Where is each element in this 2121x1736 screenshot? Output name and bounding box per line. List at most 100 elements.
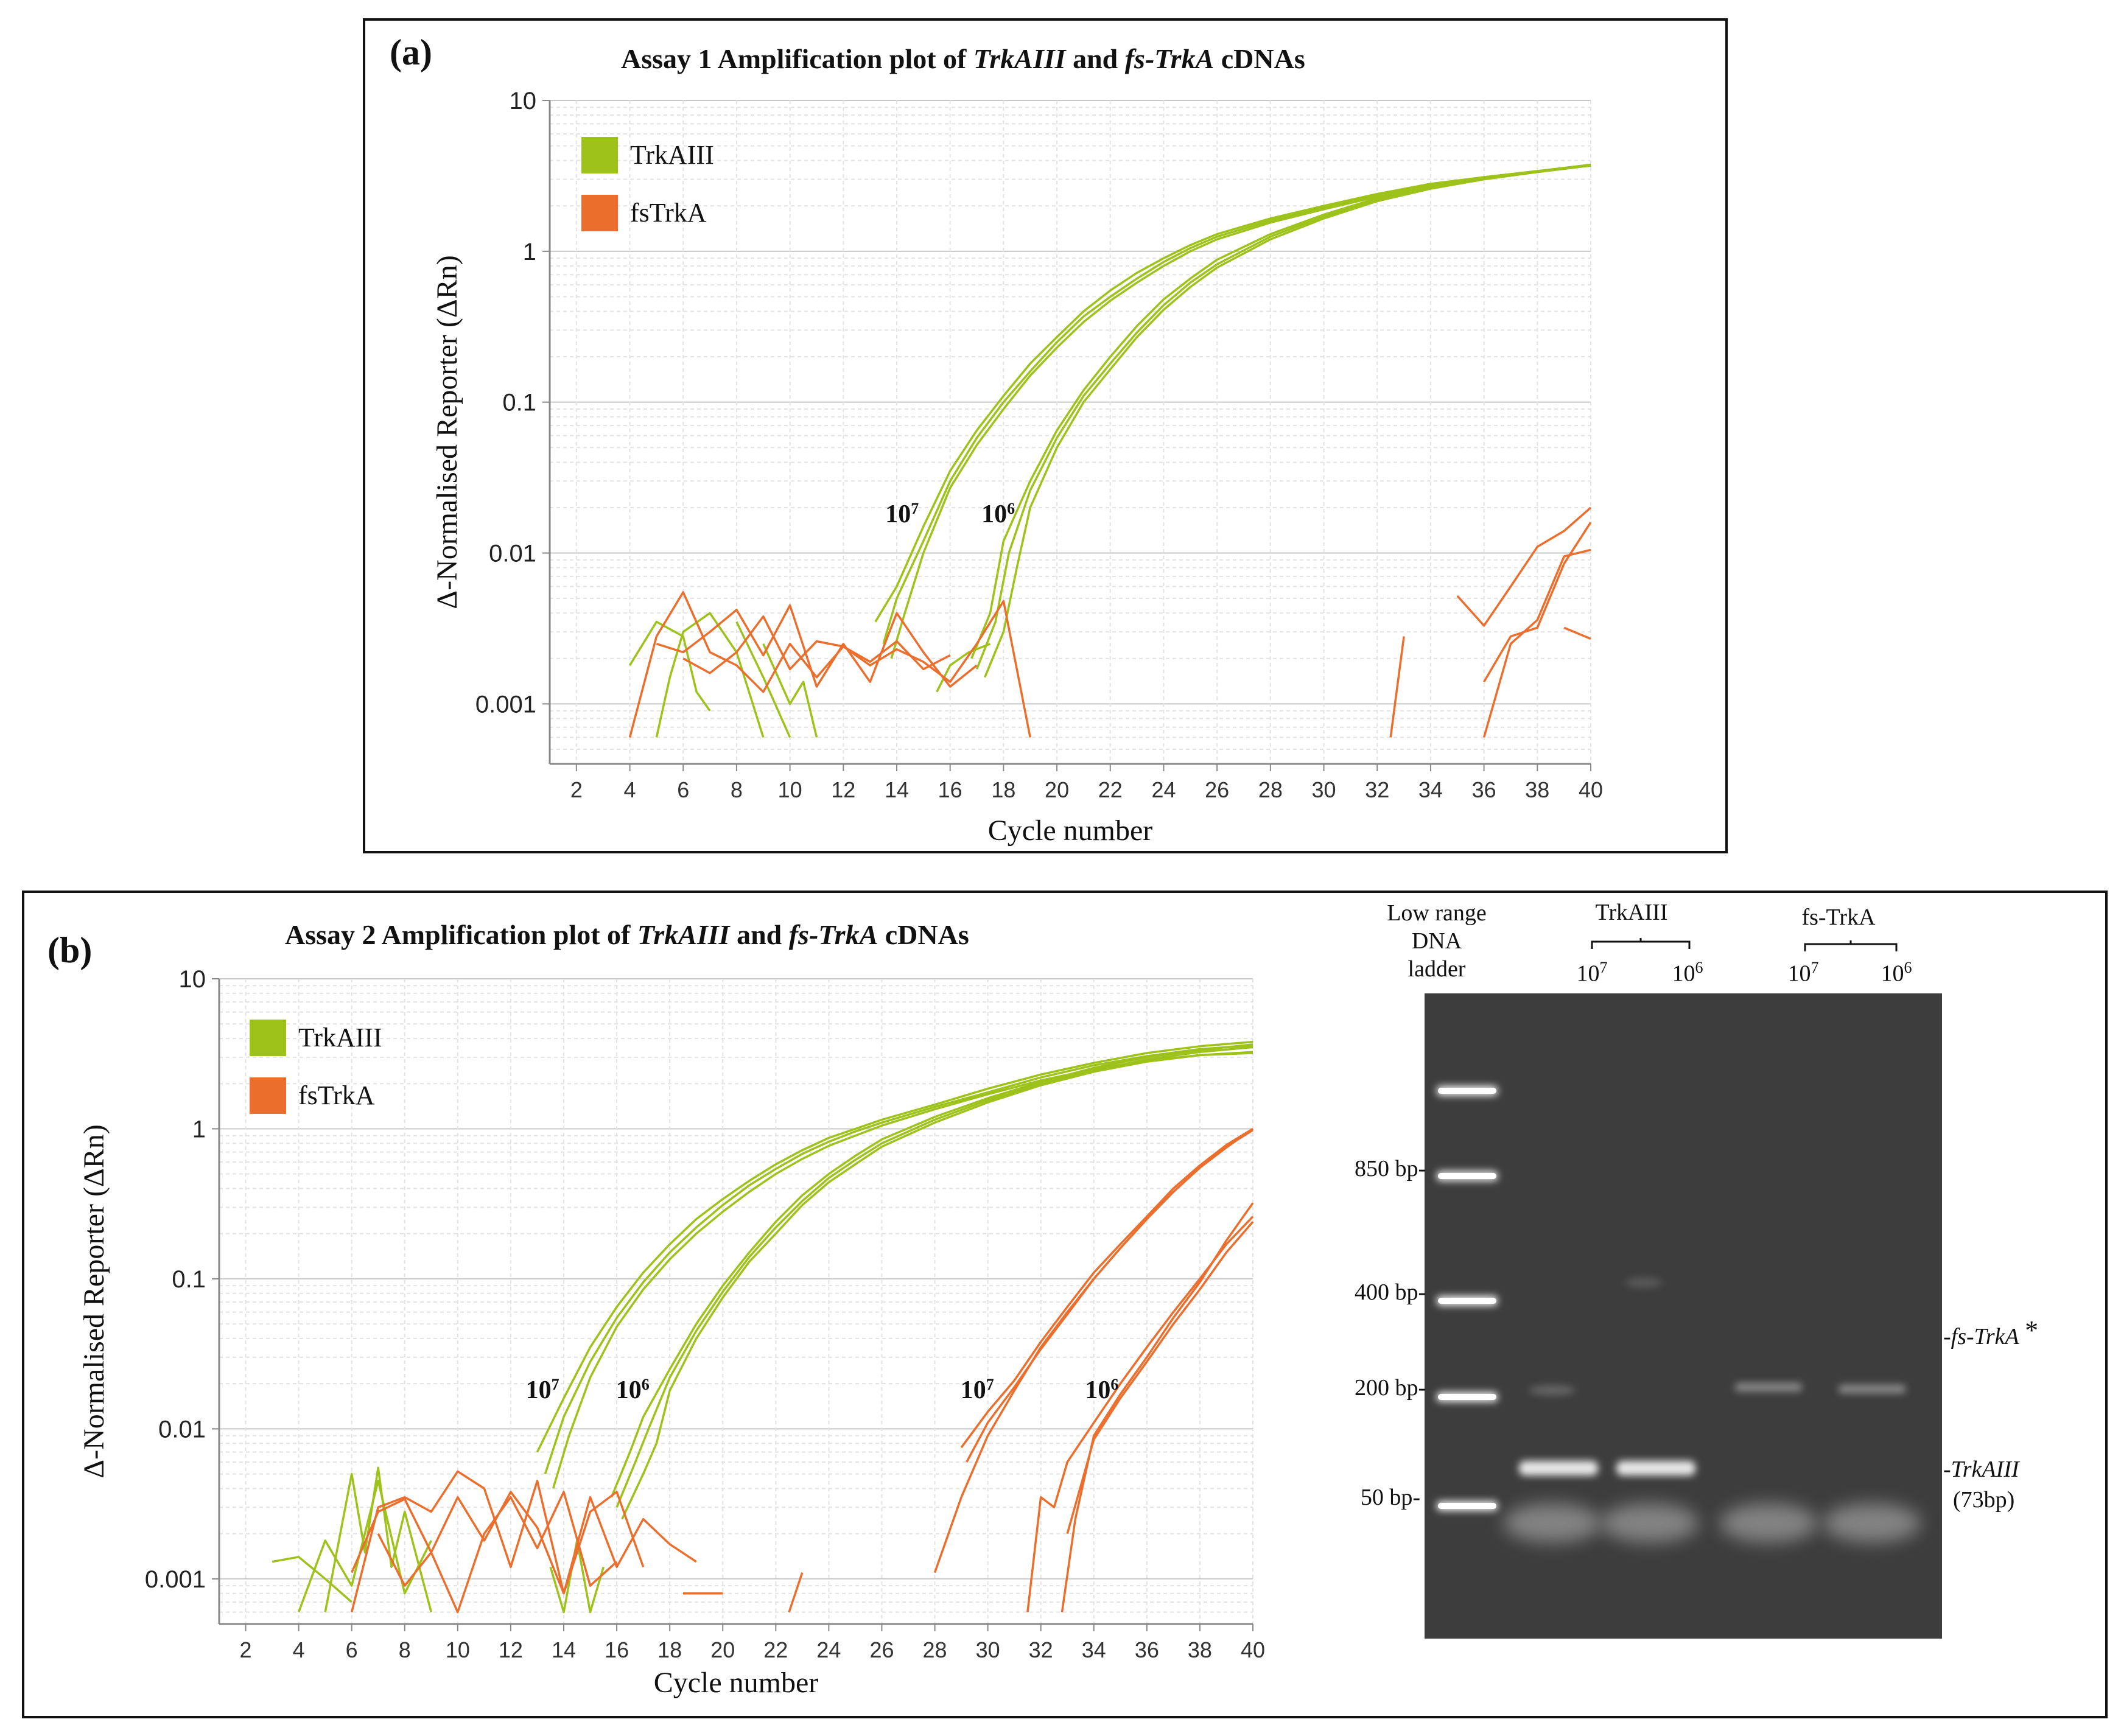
bracket-trkaiii: [1591, 938, 1691, 949]
series-line: [536, 1040, 1253, 1453]
panel-b-label: (b): [47, 930, 93, 970]
x-tick-label: 26: [869, 1637, 894, 1662]
x-tick-label: 6: [346, 1637, 358, 1662]
chart-b-title-mid: and: [729, 919, 789, 950]
y-axis-label: Δ-Normalised Reporter (ΔRn): [431, 255, 463, 609]
x-tick-label: 16: [605, 1637, 629, 1662]
chart-a-title-suffix: cDNAs: [1214, 43, 1305, 74]
x-tick-label: 16: [938, 777, 962, 802]
band-label-trkaiii-dash: -: [1943, 1457, 1951, 1482]
x-tick-label: 20: [1045, 777, 1069, 802]
x-tick-label: 8: [399, 1637, 411, 1662]
chart-b-grid: [219, 978, 1253, 1625]
series-line: [1563, 626, 1591, 640]
series-line: [552, 1052, 1253, 1489]
x-tick-label: 10: [446, 1637, 470, 1662]
x-tick-label: 36: [1135, 1637, 1159, 1662]
x-tick-label: 12: [499, 1637, 523, 1662]
y-tick-label: 0.01: [158, 1416, 206, 1443]
series-line: [324, 1466, 432, 1612]
band-label-fs-trka: -fs-TrkA *: [1943, 1315, 2038, 1351]
panel-a-label: (a): [390, 32, 432, 72]
y-tick-label: 0.001: [145, 1566, 206, 1593]
band-label-fs-trka-name: fs-TrkA: [1951, 1324, 2019, 1349]
band-label-trkaiii: -TrkAIII: [1943, 1456, 2019, 1483]
y-tick-label: 1: [523, 239, 536, 265]
gel-figure: Low range DNA ladder TrkAIII fs-TrkA 107…: [1355, 893, 2106, 1715]
ladder-band-200-core: [1438, 1394, 1496, 1400]
series-line: [966, 1129, 1253, 1463]
x-tick-label: 20: [710, 1637, 735, 1662]
lane-label-4-base: 10: [1881, 961, 1904, 987]
y-tick-label: 0.01: [489, 541, 536, 567]
legend-swatch: [250, 1077, 286, 1114]
chart-a-grid: [550, 100, 1591, 765]
chart-a-title: Assay 1 Amplification plot of TrkAIII an…: [621, 43, 1305, 75]
series-line: [615, 1046, 1253, 1508]
y-tick-label: 0.1: [502, 390, 536, 416]
chart-b-title-gene2: fs-TrkA: [788, 919, 878, 950]
series-line: [377, 1491, 618, 1614]
series-line: [656, 604, 978, 688]
ladder-band-400-core: [1438, 1298, 1496, 1304]
series-line: [1060, 1202, 1254, 1612]
curve-annotation: 106: [981, 500, 1015, 528]
group-label-trkaiii: TrkAIII: [1595, 900, 1668, 925]
group-label-fs-trka: fs-TrkA: [1801, 905, 1876, 930]
legend-swatch: [581, 195, 618, 231]
series-line: [975, 164, 1591, 670]
x-tick-label: 28: [923, 1637, 947, 1662]
x-tick-label: 14: [552, 1637, 576, 1662]
curve-annotation: 106: [1085, 1376, 1118, 1404]
x-tick-label: 30: [1312, 777, 1336, 802]
legend-swatch: [581, 137, 618, 173]
ladder-marker-850: 850 bp-: [1355, 1156, 1426, 1181]
chart-a-title-prefix: Assay 1 Amplification plot of: [621, 43, 973, 74]
series-line: [970, 163, 1591, 659]
lane-label-4-exp: 6: [1904, 959, 1912, 976]
series-line: [297, 1480, 432, 1613]
lane-label-4: 106: [1872, 959, 1921, 987]
ladder-title: Low range DNA ladder: [1364, 899, 1510, 983]
primer-dimer-glow-1: [1504, 1503, 1601, 1542]
curve-annotation: 107: [526, 1376, 559, 1404]
primer-dimer-glow-4: [1823, 1503, 1921, 1542]
faint-band: [1625, 1278, 1662, 1287]
legend-label: TrkAIII: [630, 140, 714, 170]
x-axis-label: Cycle number: [654, 1667, 819, 1699]
y-tick-label: 10: [510, 88, 537, 114]
band-label-fs-trka-star: *: [2025, 1315, 2039, 1345]
trkaiii-band-2: [1616, 1461, 1695, 1475]
series-line: [1066, 1221, 1254, 1535]
x-axis-label: Cycle number: [988, 814, 1153, 847]
lane-label-1-base: 10: [1576, 961, 1600, 987]
gel-group-brackets: [1591, 938, 1898, 951]
series-line: [544, 1044, 1253, 1475]
fs-trka-band-1: [1735, 1383, 1802, 1391]
ladder-band-850-core: [1438, 1173, 1496, 1179]
series-line: [984, 164, 1591, 678]
x-tick-label: 4: [293, 1637, 305, 1662]
chart-a-title-gene2: fs-TrkA: [1124, 43, 1215, 74]
y-tick-label: 0.001: [475, 691, 536, 718]
chart-a-title-mid: and: [1065, 43, 1125, 74]
x-tick-label: 14: [885, 777, 909, 802]
x-tick-label: 6: [677, 777, 689, 802]
lane-label-1-exp: 7: [1599, 959, 1608, 976]
chart-a-series: [628, 163, 1592, 738]
lane-label-2-base: 10: [1672, 961, 1695, 987]
x-tick-label: 2: [570, 777, 583, 802]
series-line: [610, 1043, 1253, 1498]
x-tick-label: 24: [1151, 777, 1176, 802]
primer-dimer-glow-3: [1720, 1503, 1817, 1542]
curve-annotation: 106: [616, 1376, 650, 1404]
series-line: [762, 643, 818, 738]
legend-label: fsTrkA: [298, 1080, 375, 1110]
x-tick-label: 32: [1365, 777, 1389, 802]
x-tick-label: 38: [1525, 777, 1549, 802]
lane-label-2: 106: [1663, 959, 1712, 987]
ladder-band-1000-core: [1438, 1088, 1496, 1094]
x-tick-label: 18: [657, 1637, 682, 1662]
series-line: [1483, 521, 1592, 683]
